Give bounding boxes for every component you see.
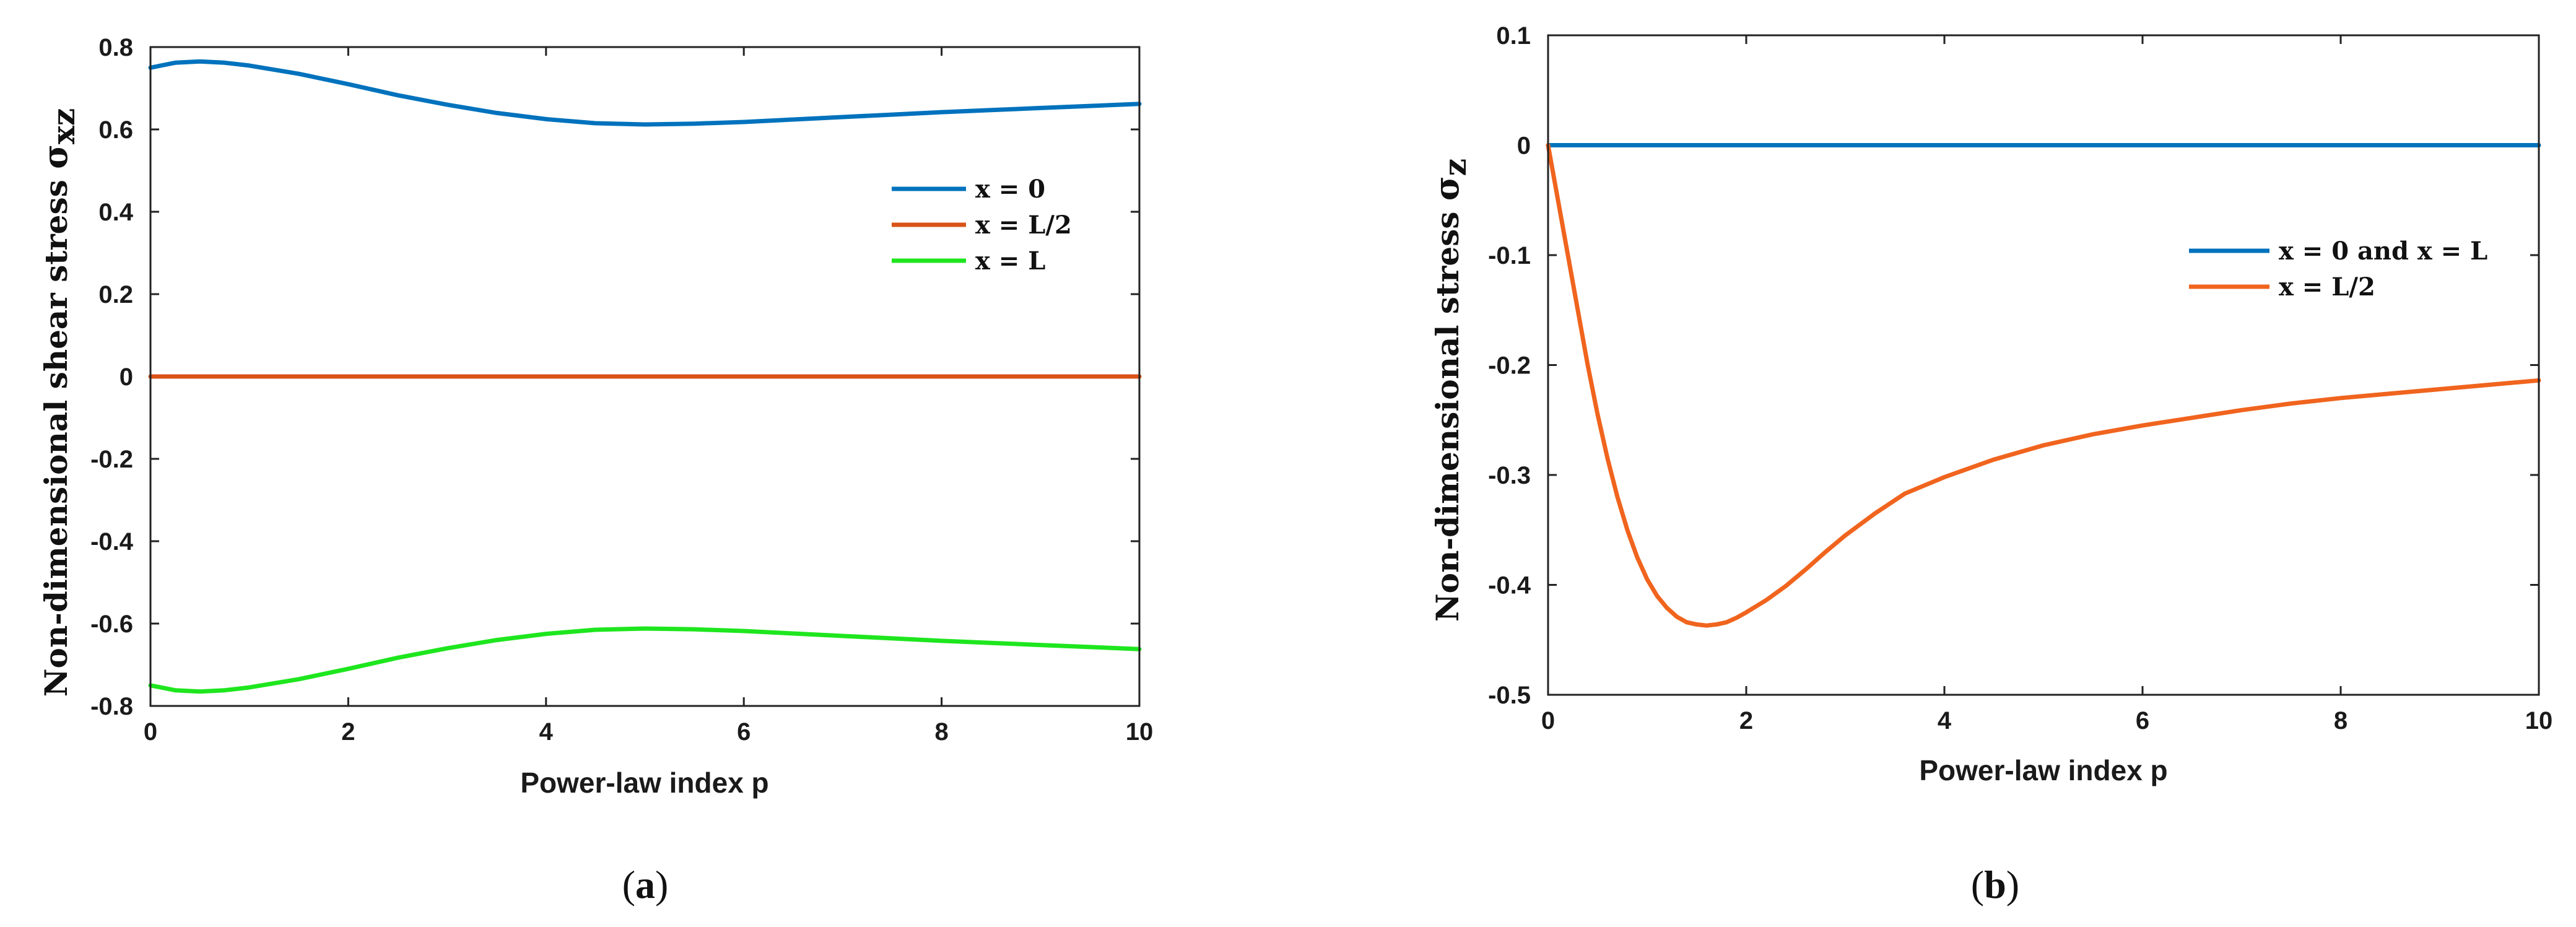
legend-label-a-1: x = L/2: [975, 211, 1072, 240]
x-tick-label-b-0: 0: [1541, 707, 1555, 734]
x-tick-label-a-5: 10: [1126, 718, 1154, 746]
x-tick-label-b-2: 4: [1938, 707, 1952, 734]
legend-label-a-0: x = 0: [975, 175, 1045, 204]
y-axis-symbol-a: σ: [35, 144, 75, 169]
x-tick-label-b-4: 8: [2334, 707, 2348, 734]
y-tick-label-b-6: -0.5: [1488, 682, 1531, 709]
svg-text:Non-dimensional stress σz: Non-dimensional stress σz: [1427, 159, 1473, 622]
x-tick-label-a-3: 6: [737, 718, 751, 746]
series-line-a-0: [148, 59, 1142, 127]
y-tick-label-a-7: -0.6: [90, 611, 133, 638]
x-tick-label-b-3: 6: [2136, 707, 2149, 734]
y-tick-label-a-8: -0.8: [90, 693, 133, 720]
y-axis-label-b: Non-dimensional stress σz: [1427, 159, 1473, 622]
x-axis-label-b: Power-law index p: [1919, 754, 2167, 786]
svg-text:Non-dimensional shear stress σ: Non-dimensional shear stress σxz: [35, 108, 82, 697]
y-axis-subscript-b: z: [1437, 159, 1473, 176]
x-tick-label-b-1: 2: [1739, 707, 1753, 734]
y-tick-label-b-0: 0.1: [1496, 22, 1531, 50]
y-tick-label-a-3: 0.2: [98, 281, 133, 308]
caption-b-letter: b: [1984, 863, 2006, 907]
caption-a-letter: a: [635, 863, 655, 907]
y-tick-label-b-1: 0: [1517, 133, 1531, 160]
plot-area-b: 0 2 4 6 8 10 0.1 0 -0.1 -0.2 -0.3 -0.4 -0.5: [1488, 22, 2552, 734]
y-axis-subscript-a: xz: [45, 108, 82, 144]
plot-frame-a: [149, 46, 1141, 707]
y-tick-label-a-6: -0.4: [90, 528, 134, 555]
x-axis-label-a: Power-law index p: [520, 767, 768, 799]
y-tick-label-a-4: 0: [120, 363, 133, 391]
caption-a-open: (: [622, 863, 635, 907]
caption-a-close: ): [655, 863, 668, 907]
y-tick-label-a-1: 0.6: [98, 116, 133, 144]
legend-label-a-2: x = L: [975, 246, 1045, 276]
y-axis-symbol-b: σ: [1427, 176, 1466, 201]
y-tick-label-a-2: 0.4: [98, 199, 133, 226]
chart-panel-b: Non-dimensional stress σz 0 2 4 6 8 10 0.1 0 -0.…: [1427, 22, 2552, 907]
chart-panel-a: Non-dimensional shear stress σxz 0 2 4 6 8 10…: [35, 34, 1153, 907]
y-tick-label-a-0: 0.8: [98, 34, 133, 61]
legend-label-b-1: x = L/2: [2279, 272, 2375, 302]
y-tick-label-a-5: -0.2: [90, 446, 133, 473]
legend-b: x = 0 and x = L x = L/2: [2189, 237, 2487, 302]
y-axis-label-text-a: Non-dimensional shear stress: [38, 169, 74, 697]
y-axis-label-a: Non-dimensional shear stress σxz: [35, 108, 82, 697]
series-line-a-2: [148, 626, 1142, 694]
y-tick-label-b-4: -0.3: [1488, 462, 1531, 489]
x-tick-label-a-4: 8: [934, 718, 948, 746]
caption-b-close: ): [2006, 863, 2019, 907]
caption-b-open: (: [1971, 863, 1984, 907]
caption-b: (b): [1971, 863, 2019, 907]
y-tick-label-b-2: -0.1: [1488, 242, 1531, 269]
legend-label-b-0: x = 0 and x = L: [2279, 237, 2487, 266]
x-tick-label-a-0: 0: [144, 718, 157, 746]
x-tick-label-b-5: 10: [2525, 707, 2553, 734]
legend-a: x = 0 x = L/2 x = L: [892, 175, 1072, 276]
x-tick-label-a-2: 4: [539, 718, 554, 746]
series-line-b-1: [1546, 143, 2541, 628]
caption-a: (a): [622, 863, 669, 907]
y-tick-label-b-5: -0.4: [1488, 572, 1531, 599]
y-tick-label-b-3: -0.2: [1488, 352, 1531, 380]
y-axis-label-text-b: Non-dimensional stress: [1429, 201, 1466, 622]
plot-frame-b: [1547, 34, 2540, 696]
plot-area-a: 0 2 4 6 8 10 0.8 0.6 0.4 0.2 0 -0.2 -0.4 -0.6 -0.8: [90, 34, 1153, 746]
x-tick-label-a-1: 2: [341, 718, 355, 746]
